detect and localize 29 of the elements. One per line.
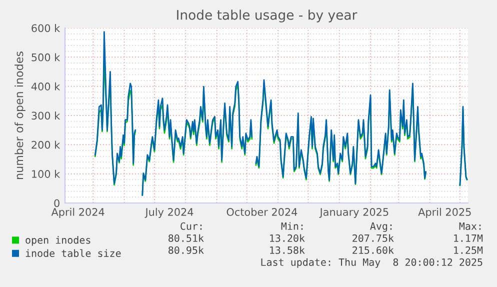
text: Min: xyxy=(281,222,303,230)
x-tick-label: April 2025 xyxy=(418,208,471,218)
text: Max: xyxy=(459,222,481,230)
text: Last update: Thu May 8 20:00:12 2025 xyxy=(261,258,482,268)
y-tick-label: 100 k xyxy=(32,170,60,178)
legend-label: inode table size xyxy=(26,249,121,258)
chart-title: Inode table usage - by year xyxy=(177,10,358,22)
text: 13.20k xyxy=(270,234,305,242)
text: 1.17M xyxy=(454,234,483,242)
y-tick-label: 400 k xyxy=(31,82,60,90)
y-tick-label: 600 k xyxy=(32,24,60,32)
y-axis-title: number of open inodes xyxy=(14,52,26,179)
y-tick-label: 200 k xyxy=(32,140,60,149)
y-tick-label: 500 k xyxy=(32,53,60,62)
x-tick-label: January 2025 xyxy=(319,208,388,218)
y-tick-label: 0 xyxy=(54,199,60,208)
x-tick-label: April 2024 xyxy=(51,208,104,218)
text: 207.75k xyxy=(352,234,394,242)
text: Avg: xyxy=(370,222,392,232)
text: 80.51k xyxy=(168,234,204,242)
text: Cur: xyxy=(180,222,202,230)
text: 80.95k xyxy=(168,246,204,254)
x-tick-label: July 2024 xyxy=(144,208,194,218)
text: 1.25M xyxy=(454,246,483,254)
legend-label: open inodes xyxy=(26,236,90,246)
text: 215.60k xyxy=(352,246,394,254)
text: 13.58k xyxy=(270,246,305,254)
x-tick-label: October 2024 xyxy=(226,208,298,216)
y-tick-label: 300 k xyxy=(32,112,60,120)
